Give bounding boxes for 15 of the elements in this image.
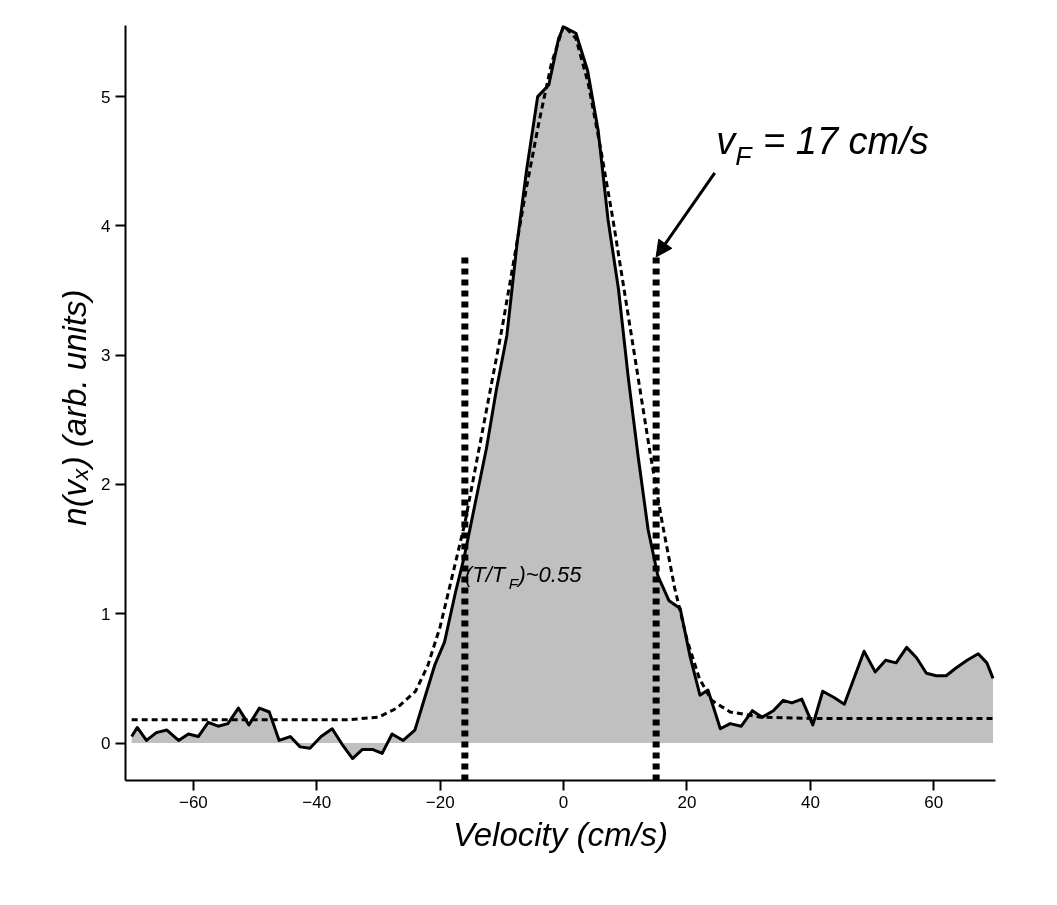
y-axis-title: n(vₓ) (arb. units)	[56, 289, 94, 526]
y-tick-label: 1	[101, 604, 111, 624]
y-tick-label: 2	[101, 475, 111, 495]
x-tick-label: −40	[302, 792, 332, 812]
x-tick-label: 0	[558, 792, 569, 812]
y-tick-label: 5	[101, 87, 111, 107]
x-tick-label: 40	[800, 792, 820, 812]
y-tick-label: 4	[101, 216, 111, 236]
x-axis-title: Velocity (cm/s)	[452, 815, 669, 853]
y-tick-label: 3	[101, 346, 111, 366]
x-tick-label: −20	[425, 792, 455, 812]
x-tick-label: 20	[677, 792, 697, 812]
x-tick-label: 60	[924, 792, 944, 812]
x-tick-label: −60	[178, 792, 208, 812]
y-tick-label: 0	[101, 734, 111, 754]
